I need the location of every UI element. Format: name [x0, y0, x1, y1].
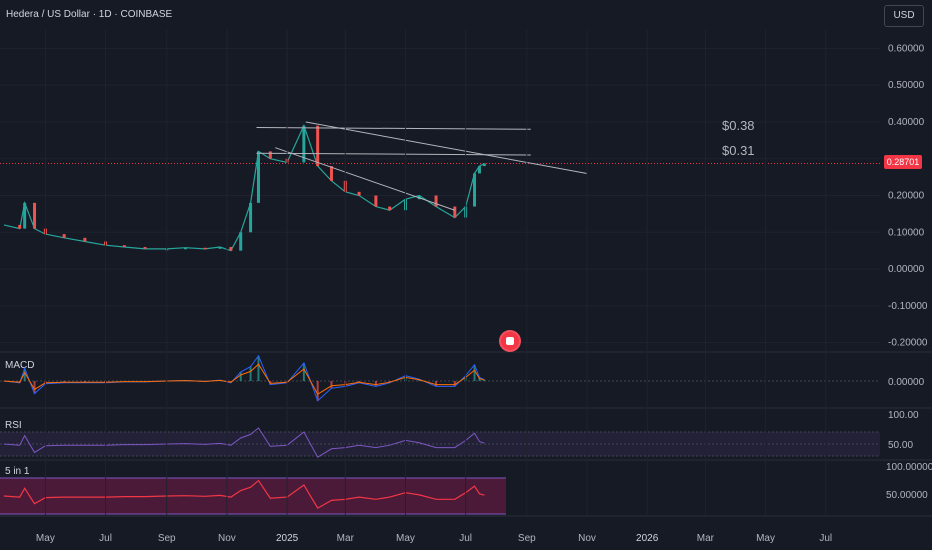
price-candle	[329, 166, 333, 181]
price-tick-label: 0.00000	[888, 264, 925, 275]
price-tick-label: -0.10000	[888, 301, 928, 312]
macd-histogram-bar	[435, 381, 438, 387]
macd-histogram-bar	[249, 366, 252, 381]
price-tick-label: -0.20000	[888, 338, 928, 349]
macd-histogram-bar	[239, 372, 242, 381]
price-candle	[229, 247, 233, 251]
trendline-3	[275, 147, 455, 211]
five-in-one-ytick-50: 50.00000	[886, 490, 928, 501]
price-candle	[83, 237, 87, 242]
five-in-one-title: 5 in 1	[5, 466, 30, 477]
price-candle	[357, 191, 361, 196]
price-candle	[256, 151, 260, 203]
price-candle	[218, 247, 222, 249]
macd-histogram-bar	[23, 368, 26, 381]
trendline-0	[256, 126, 531, 130]
price-tick-label: 0.10000	[888, 227, 925, 238]
price-axis: 0.60000 0.50000 0.40000 0.20000 0.10000 0.000…	[888, 43, 928, 348]
rsi-ytick-50: 50.00	[888, 440, 913, 451]
macd-ytick: 0.00000	[888, 377, 925, 388]
price-candle	[316, 125, 320, 167]
price-candle	[23, 202, 27, 229]
currency-button[interactable]: USD	[884, 5, 924, 27]
time-tick-label: Jul	[459, 533, 472, 544]
macd-histogram-bar	[453, 381, 456, 387]
price-tick-label: 0.20000	[888, 191, 925, 202]
time-tick-label: Sep	[158, 533, 176, 544]
rsi-line	[3, 427, 485, 458]
time-tick-label: Sep	[518, 533, 536, 544]
level-label-031[interactable]: $0.31	[722, 143, 755, 158]
price-candle	[239, 232, 243, 251]
price-candle	[18, 224, 22, 229]
five-in-one-ytick-100: 100.00000	[886, 462, 932, 473]
last-price-tag: 0.28701	[884, 155, 922, 169]
macd-histogram-bar	[483, 379, 486, 381]
macd-histogram-bar	[302, 363, 305, 381]
macd-histogram-bar	[473, 364, 476, 381]
five-in-one-fill	[0, 478, 506, 514]
trendline-1	[256, 152, 531, 156]
macd-pane: MACD 0.00000	[0, 354, 925, 402]
price-candle	[143, 247, 147, 249]
time-tick-label: May	[36, 533, 55, 544]
five-in-one-pane: 5 in 1 100.00000 50.00000	[0, 462, 932, 515]
price-candle	[473, 173, 477, 207]
time-tick-label: Nov	[578, 533, 596, 544]
price-candle	[122, 245, 126, 248]
price-tick-label: 0.60000	[888, 43, 925, 54]
rsi-ytick-100: 100.00	[888, 410, 919, 421]
trendlines[interactable]	[256, 121, 588, 211]
price-candle	[434, 195, 438, 207]
time-tick-label: May	[396, 533, 415, 544]
macd-histogram-bar	[257, 355, 260, 381]
macd-histogram-bar	[478, 377, 481, 381]
time-tick-label: 2026	[636, 533, 659, 544]
price-candle	[302, 125, 306, 163]
price-tick-label: 0.50000	[888, 80, 925, 91]
price-candle	[453, 206, 457, 218]
price-candle	[482, 163, 486, 167]
price-candle	[183, 247, 187, 250]
time-tick-label: Mar	[697, 533, 715, 544]
chart-title: Hedera / US Dollar · 1D · COINBASE	[6, 9, 173, 20]
time-tick-label: Mar	[337, 533, 355, 544]
five-in-one-line	[3, 479, 485, 509]
price-candle	[477, 166, 481, 174]
time-tick-label: Nov	[218, 533, 236, 544]
price-candle	[33, 202, 37, 229]
price-candle	[374, 195, 378, 207]
rsi-pane: RSI 100.00 50.00	[0, 410, 919, 458]
price-candle	[249, 202, 253, 233]
price-candle	[203, 247, 207, 250]
macd-histogram-bar	[374, 381, 377, 387]
time-tick-label: Jul	[819, 533, 832, 544]
macd-histogram-bar	[316, 381, 319, 401]
price-grid	[0, 47, 880, 344]
time-tick-label: May	[756, 533, 775, 544]
price-candle	[388, 206, 392, 211]
rsi-title: RSI	[5, 420, 22, 431]
macd-histogram-bar	[33, 381, 36, 394]
alert-icon[interactable]	[499, 330, 521, 352]
time-tick-label: 2025	[276, 533, 299, 544]
price-candle	[62, 234, 66, 238]
time-axis: May Jul Sep Nov 2025 Mar May Jul Sep Nov 2026 Mar Ma…	[36, 30, 832, 544]
level-label-038[interactable]: $0.38	[722, 118, 755, 133]
macd-title: MACD	[5, 360, 34, 371]
macd-histogram-bar	[330, 381, 333, 389]
price-tick-label: 0.40000	[888, 117, 925, 128]
trendline-2	[305, 121, 588, 174]
time-tick-label: Jul	[99, 533, 112, 544]
price-candle	[268, 151, 272, 159]
signal-line	[3, 363, 485, 395]
